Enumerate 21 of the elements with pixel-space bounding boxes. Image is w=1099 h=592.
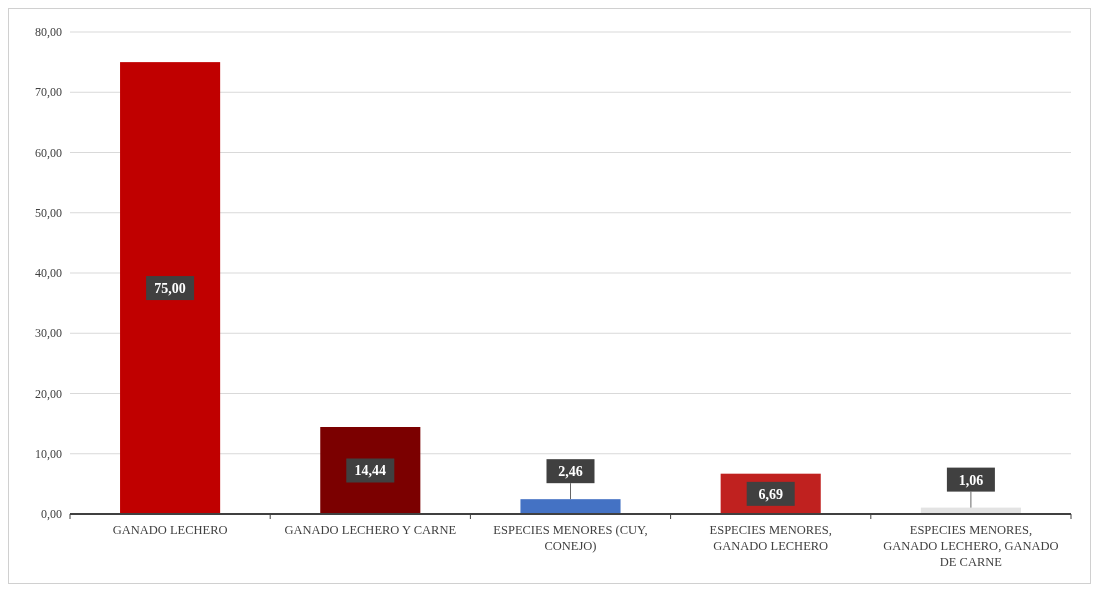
y-tick-label: 40,00 [35,266,62,280]
data-label: 14,44 [354,463,387,479]
y-tick-label: 20,00 [35,386,62,401]
bar [120,62,221,514]
x-tick-label: GANADO LECHERO Y CARNE [284,523,457,537]
y-tick-label: 10,00 [35,446,62,461]
bar [520,499,621,514]
data-label: 2,46 [558,464,583,480]
y-tick-label: 70,00 [35,85,62,100]
y-tick-label: 60,00 [35,145,62,160]
x-tick-label: GANADO LECHERO [112,523,228,537]
data-label: 1,06 [958,472,984,488]
data-label: 75,00 [154,281,186,297]
y-tick-label: 50,00 [35,205,62,220]
y-tick-label: 30,00 [35,326,62,341]
x-tick-label: ESPECIES MENORES, GANADO LECHERO, GANADO DE CARNE [883,523,1059,569]
data-label: 6,69 [758,486,783,502]
x-tick-label: ESPECIES MENORES (CUY, CONEJO) [493,523,648,553]
y-tick-label: 0,00 [41,507,62,521]
y-tick-label: 80,00 [35,25,62,39]
x-tick-label: ESPECIES MENORES, GANADO LECHERO [709,523,832,553]
